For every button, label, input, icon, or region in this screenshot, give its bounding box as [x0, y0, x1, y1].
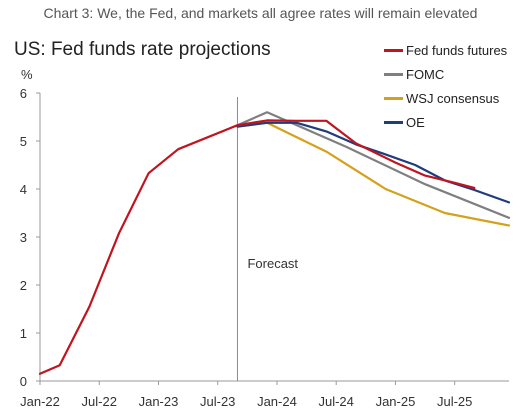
legend-label: WSJ consensus: [406, 90, 500, 106]
y-tick-label: 4: [20, 182, 27, 197]
series-line-fed-funds-futures: [38, 119, 476, 375]
forecast-annotation: Forecast: [247, 256, 298, 271]
y-axis-unit: %: [21, 67, 33, 82]
legend-item-wsj-consensus: WSJ consensus: [384, 86, 507, 110]
chart-caption: Chart 3: We, the Fed, and markets all ag…: [43, 5, 478, 21]
legend-label: OE: [406, 114, 425, 130]
legend-swatch: [384, 120, 403, 124]
y-tick-label: 1: [20, 326, 27, 341]
x-tick-label: Jul-24: [318, 394, 353, 409]
y-tick-label: 5: [20, 134, 27, 149]
y-tick-label: 0: [20, 374, 27, 389]
x-tick-label: Jan-22: [20, 394, 60, 409]
legend-swatch: [384, 96, 403, 100]
legend-item-fomc: FOMC: [384, 62, 507, 86]
x-tick-label: Jul-22: [82, 394, 117, 409]
x-tick-label: Jul-23: [200, 394, 235, 409]
legend: Fed funds futures FOMC WSJ consensus OE: [384, 38, 507, 134]
y-tick-label: 2: [20, 278, 27, 293]
legend-item-oe: OE: [384, 110, 507, 134]
x-tick-label: Jan-25: [376, 394, 416, 409]
x-tick-label: Jan-24: [257, 394, 297, 409]
legend-item-fed-funds-futures: Fed funds futures: [384, 38, 507, 62]
legend-label: FOMC: [406, 66, 445, 82]
x-tick-label: Jul-25: [437, 394, 472, 409]
series-line-fomc: [236, 111, 511, 219]
legend-swatch: [384, 48, 403, 52]
series-line-oe: [236, 121, 511, 204]
legend-label: Fed funds futures: [406, 42, 508, 58]
legend-swatch: [384, 72, 403, 76]
x-tick-label: Jan-23: [139, 394, 179, 409]
y-tick-label: 6: [20, 86, 27, 101]
series-line-wsj-consensus: [236, 121, 511, 227]
y-tick-label: 3: [20, 230, 27, 245]
chart-title: US: Fed funds rate projections: [14, 39, 271, 60]
